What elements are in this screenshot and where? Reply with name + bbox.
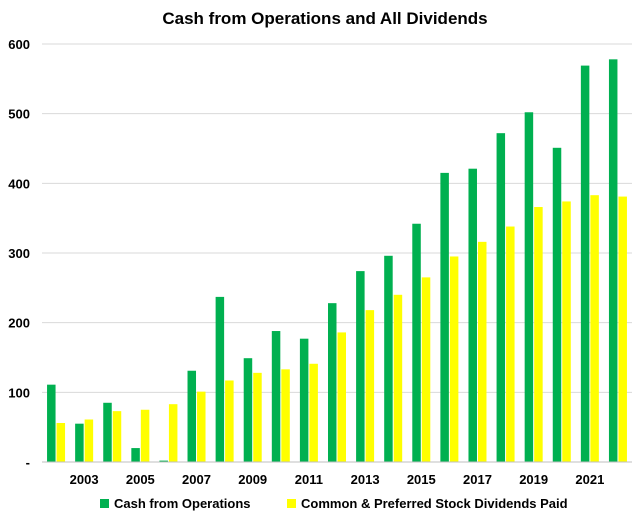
x-tick-label: 2005 [126,472,155,487]
bar-cash-from-operations [47,384,56,462]
bar-cash-from-operations [608,59,618,462]
y-tick-label: 600 [8,37,30,52]
bar-dividends-paid [281,369,290,462]
x-tick-label: 2003 [70,472,99,487]
bar-dividends-paid [449,256,459,462]
bar-cash-from-operations [496,133,506,463]
bar-cash-from-operations [580,65,590,462]
y-axis-ticks: - 100 200 300 400 500 600 [8,37,30,470]
y-tick-label: 300 [8,246,30,261]
gridlines [42,43,632,393]
bar-cash-from-operations [243,358,253,462]
bar-dividends-paid [393,294,403,462]
bar-dividends-paid [421,277,431,462]
bar-dividends-paid [337,332,346,462]
y-tick-label: 400 [8,176,30,191]
x-tick-label: 2007 [182,472,211,487]
bar-dividends-paid [140,409,150,462]
bar-cash-from-operations [552,147,562,463]
bar-cash-from-operations [412,223,421,462]
bar-dividends-paid [562,201,571,462]
legend-swatch [100,499,109,508]
bar-cash-from-operations [440,172,449,462]
bar-dividends-paid [112,411,122,462]
bar-cash-from-operations [524,112,534,463]
bar-dividends-paid [365,310,375,462]
bar-dividends-paid [618,196,627,462]
x-tick-label: 2011 [295,472,323,487]
x-tick-label: 2015 [407,472,436,487]
x-tick-label: 2009 [238,472,267,487]
x-tick-label: 2021 [575,472,604,487]
bar-cash-from-operations [159,460,168,462]
bar-dividends-paid [84,419,94,462]
legend-label: Common & Preferred Stock Dividends Paid [301,496,568,511]
bar-dividends-paid [506,226,515,462]
bar-cash-from-operations [103,402,112,462]
bar-cash-from-operations [356,271,365,462]
bar-dividends-paid [590,195,599,462]
bar-cash-from-operations [75,423,84,462]
bar-cash-from-operations [328,303,337,462]
bars [47,59,627,463]
legend: Cash from Operations Common & Preferred S… [100,496,568,511]
x-tick-label: 2013 [351,472,380,487]
legend-swatch [287,499,296,508]
bar-dividends-paid [534,207,543,462]
bar-cash-from-operations [468,168,477,462]
bar-dividends-paid [309,363,318,462]
x-axis-ticks: 2003 2005 2007 2009 2011 2013 2015 2017 2019 2021 [70,472,605,487]
y-tick-label: 500 [8,107,30,122]
chart-title: Cash from Operations and All Dividends [162,9,487,28]
y-tick-label: 100 [8,385,30,400]
bar-dividends-paid [253,372,262,462]
bar-cash-from-operations [299,338,309,462]
legend-label: Cash from Operations [114,496,251,511]
bar-dividends-paid [225,380,234,462]
bar-cash-from-operations [384,255,393,462]
bar-dividends-paid [168,404,178,462]
bar-cash-from-operations [215,296,225,462]
bar-dividends-paid [197,391,206,462]
y-tick-label: - [26,455,30,470]
bar-cash-from-operations [187,370,197,462]
x-tick-label: 2019 [519,472,548,487]
x-tick-label: 2017 [463,472,492,487]
bar-dividends-paid [477,241,487,462]
bar-cash-from-operations [271,331,281,462]
bar-dividends-paid [56,422,66,462]
y-tick-label: 200 [8,316,30,331]
bar-cash-from-operations [131,448,140,462]
